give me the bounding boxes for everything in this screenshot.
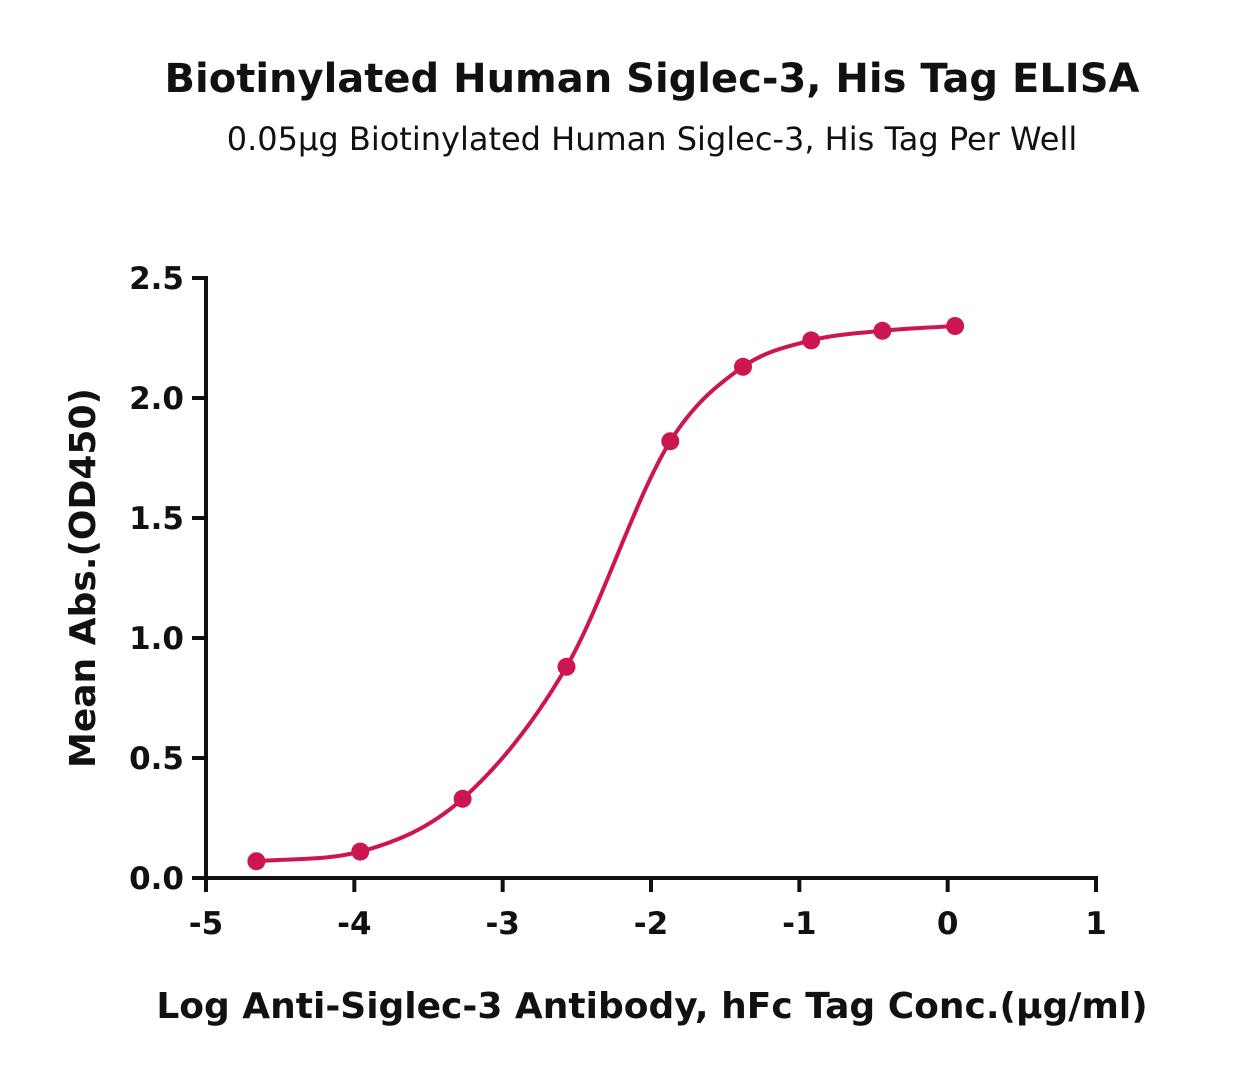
data-point: [351, 842, 370, 861]
data-point: [661, 432, 680, 451]
data-points: [247, 317, 965, 871]
y-ticks: 0.0 0.5 1.0 1.5 2.0 2.5: [129, 261, 206, 897]
data-point: [802, 331, 821, 350]
y-axis-title: Mean Abs.(OD450): [63, 388, 104, 768]
data-point: [247, 852, 266, 871]
axes: [204, 276, 1098, 880]
data-point: [453, 789, 472, 808]
data-point: [734, 357, 752, 376]
x-axis-title: Log Anti-Siglec-3 Antibody, hFc Tag Conc…: [156, 986, 1147, 1027]
y-tick-label: 1.5: [129, 501, 184, 537]
y-tick-label: 2.5: [129, 261, 184, 297]
fit-curve: [254, 324, 958, 864]
fit-curve-layer: [254, 324, 958, 864]
data-point: [557, 657, 576, 676]
y-tick-label: 2.0: [129, 381, 184, 417]
x-tick-label: -1: [782, 906, 816, 942]
x-tick-label: -3: [485, 906, 519, 942]
chart-title: Biotinylated Human Siglec-3, His Tag ELI…: [165, 56, 1140, 102]
y-tick-label: 0.5: [129, 741, 184, 777]
x-tick-label: -5: [189, 906, 223, 942]
chart-subtitle: 0.05μg Biotinylated Human Siglec-3, His …: [227, 120, 1077, 158]
y-tick-label: 1.0: [129, 621, 184, 657]
x-tick-label: 0: [937, 906, 959, 942]
x-ticks: -5 -4 -3 -2 -1 0 1: [189, 878, 1107, 942]
x-tick-label: 1: [1085, 906, 1107, 942]
data-point: [873, 321, 892, 340]
x-tick-label: -4: [337, 906, 371, 942]
x-tick-label: -2: [634, 906, 668, 942]
y-tick-label: 0.0: [129, 861, 184, 897]
data-point: [946, 317, 965, 335]
